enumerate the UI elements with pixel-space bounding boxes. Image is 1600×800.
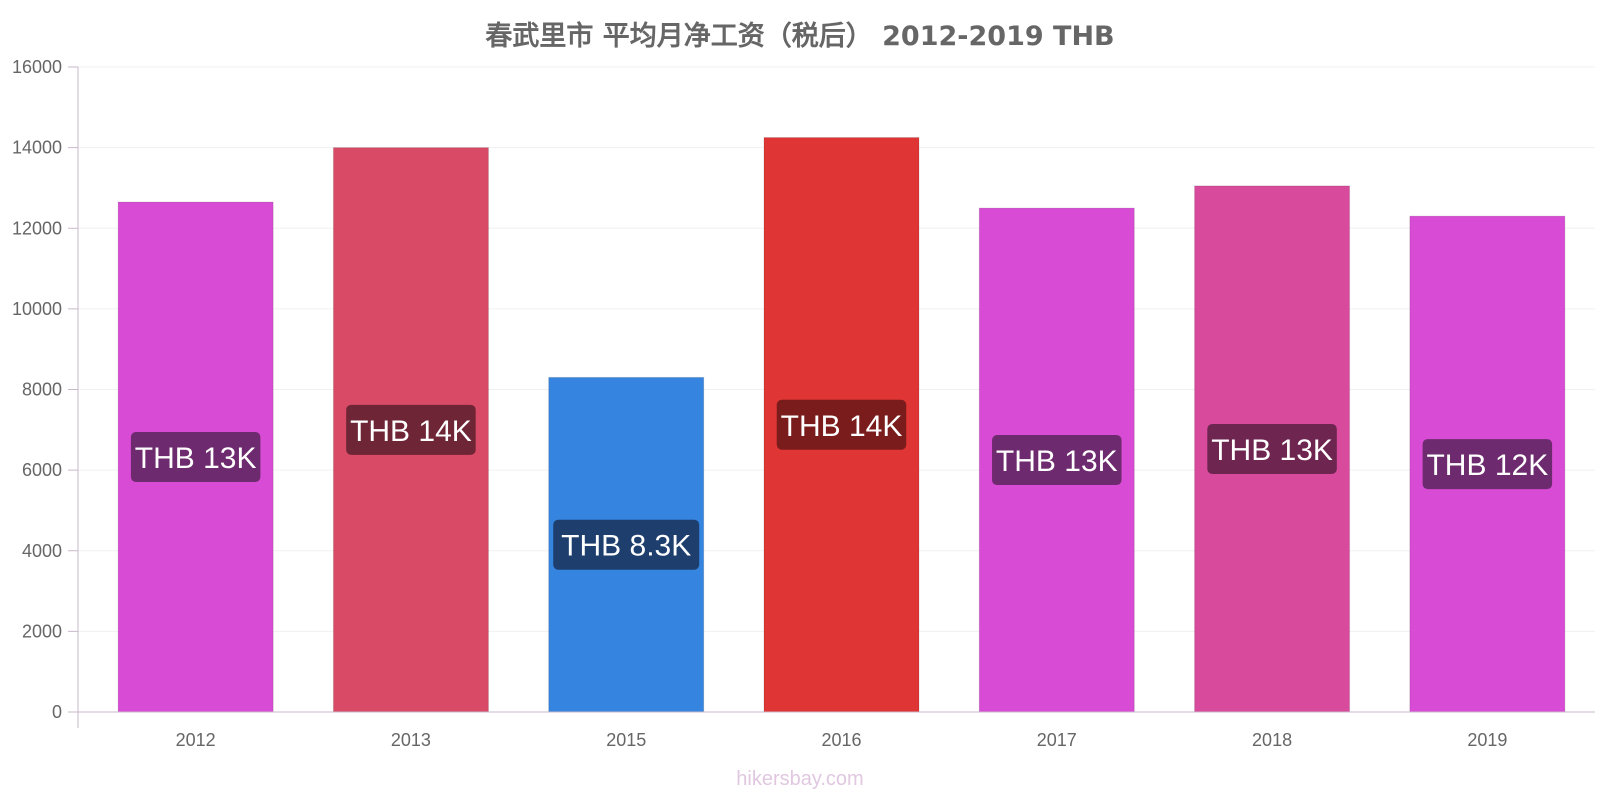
data-label: THB 14K: [346, 404, 476, 455]
y-axis-ticks: 0 2000 4000 6000 8000 10000 12000 14000 16000: [12, 57, 78, 722]
y-tick-label: 10000: [12, 299, 62, 319]
data-labels: THB 13K THB 14K THB 8.3K THB 14K THB 13K THB …: [130, 399, 1553, 570]
x-tick-label: 2018: [1252, 730, 1292, 750]
y-tick-label: 6000: [22, 460, 62, 480]
watermark: hikersbay.com: [736, 768, 864, 790]
x-tick-label: 2013: [391, 730, 431, 750]
data-label-background: [553, 519, 700, 570]
y-tick-label: 16000: [12, 57, 62, 77]
y-tick-label: 12000: [12, 218, 62, 238]
data-label: THB 13K: [992, 435, 1122, 486]
data-label: THB 8.3K: [553, 519, 700, 570]
y-tick-label: 14000: [12, 138, 62, 158]
x-tick-label: 2019: [1467, 730, 1507, 750]
data-label-text: THB 8.3K: [561, 530, 691, 563]
x-tick-label: 2016: [821, 730, 861, 750]
axes: [77, 67, 1595, 728]
chart-title: 春武里市 平均月净工资（税后） 2012-2019 THB: [485, 21, 1115, 52]
data-label-text: THB 12K: [1426, 449, 1548, 482]
data-label-text: THB 13K: [135, 442, 257, 475]
x-tick-label: 2015: [606, 730, 646, 750]
data-label: THB 13K: [130, 432, 261, 483]
data-label-background: [1422, 439, 1553, 490]
data-label-text: THB 14K: [350, 415, 472, 448]
data-label-text: THB 13K: [996, 445, 1118, 478]
y-tick-label: 0: [52, 702, 62, 722]
data-label: THB 12K: [1422, 439, 1553, 490]
data-label: THB 14K: [776, 399, 907, 450]
y-tick-label: 4000: [22, 541, 62, 561]
data-label-text: THB 13K: [1211, 434, 1333, 467]
data-label-background: [130, 432, 261, 483]
data-label-background: [346, 404, 476, 455]
data-label-background: [1207, 423, 1337, 474]
y-tick-label: 8000: [22, 380, 62, 400]
data-label-background: [776, 399, 907, 450]
x-tick-label: 2017: [1037, 730, 1077, 750]
data-label-text: THB 14K: [781, 410, 903, 443]
y-tick-label: 2000: [22, 621, 62, 641]
x-axis-ticks: 2012 2013 2015 2016 2017 2018 2019: [176, 730, 1508, 750]
x-tick-label: 2012: [176, 730, 216, 750]
data-label: THB 13K: [1207, 423, 1337, 474]
data-label-background: [992, 435, 1122, 486]
